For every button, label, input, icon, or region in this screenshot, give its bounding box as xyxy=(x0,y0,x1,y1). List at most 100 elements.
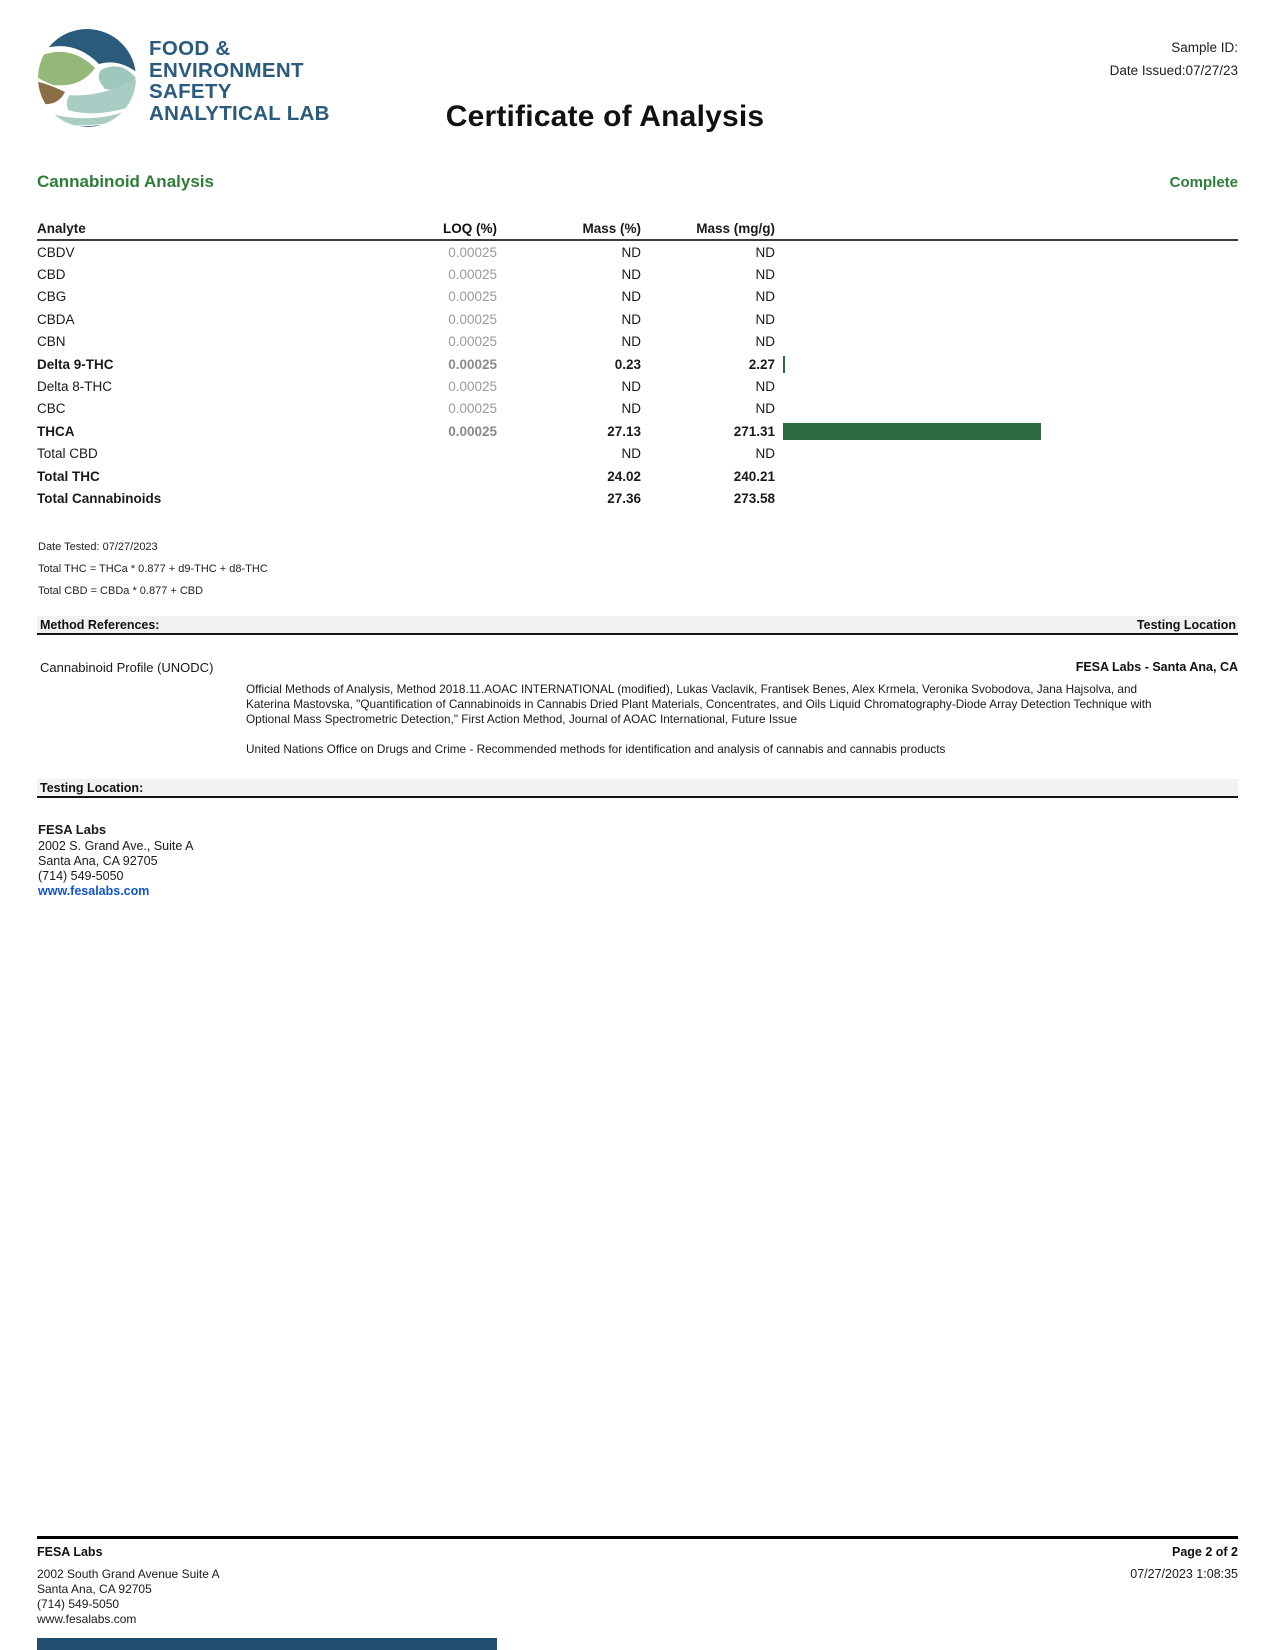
table-row: CBDV 0.00025 ND ND xyxy=(37,241,1238,263)
lab-name: FESA Labs xyxy=(38,822,107,837)
mass-pct-value: ND xyxy=(621,334,642,350)
loq-value: 0.00025 xyxy=(448,334,497,350)
mass-mg-value: 240.21 xyxy=(733,468,775,484)
analysis-table-body: CBDV 0.00025 ND ND CBD 0.00025 ND ND CBG… xyxy=(37,241,1238,510)
analyte-name: CBD xyxy=(37,267,66,283)
lab-website-link[interactable]: www.fesalabs.com xyxy=(38,884,150,898)
mass-mg-value: ND xyxy=(755,446,776,462)
loq-value: 0.00025 xyxy=(448,311,497,327)
method-paragraphs: Official Methods of Analysis, Method 201… xyxy=(246,682,1158,757)
sample-info: Sample ID: Date Issued:07/27/23 xyxy=(1110,36,1238,82)
table-row: CBG 0.00025 ND ND xyxy=(37,286,1238,308)
bottom-accent-bar xyxy=(37,1638,497,1650)
col-loq: LOQ (%) xyxy=(443,221,497,236)
analysis-table: Analyte LOQ (%) Mass (%) Mass (mg/g) CBD… xyxy=(37,218,1238,510)
cannabinoid-profile-label: Cannabinoid Profile (UNODC) xyxy=(40,660,214,675)
loq-value: 0.00025 xyxy=(448,244,497,260)
mass-pct-value: 24.02 xyxy=(607,468,641,484)
table-row: Total CBD ND ND xyxy=(37,443,1238,465)
analyte-name: CBDV xyxy=(37,244,75,260)
footer-phone: (714) 549-5050 xyxy=(37,1597,120,1611)
analyte-name: Delta 8-THC xyxy=(37,379,113,395)
note-date-tested: Date Tested: 07/27/2023 xyxy=(38,541,158,553)
analyte-name: CBC xyxy=(37,401,66,417)
table-row: CBDA 0.00025 ND ND xyxy=(37,308,1238,330)
note-total-thc-formula: Total THC = THCa * 0.877 + d9-THC + d8-T… xyxy=(38,563,268,575)
mass-pct-value: ND xyxy=(621,289,642,305)
note-total-cbd-formula: Total CBD = CBDa * 0.877 + CBD xyxy=(38,585,204,597)
status-badge: Complete xyxy=(1169,174,1238,191)
cannabinoid-analysis-header: Cannabinoid Analysis Complete xyxy=(37,172,1238,192)
mass-mg-value: ND xyxy=(755,289,776,305)
loq-value: 0.00025 xyxy=(448,267,497,283)
analyte-name: Delta 9-THC xyxy=(37,356,114,372)
loq-value: 0.00025 xyxy=(448,423,497,439)
testing-location-value: FESA Labs - Santa Ana, CA xyxy=(1075,660,1238,674)
footer-address-line1: 2002 South Grand Avenue Suite A xyxy=(37,1567,220,1581)
mass-mg-value: ND xyxy=(755,401,776,417)
footer-datetime: 07/27/2023 1:08:35 xyxy=(1130,1567,1238,1581)
testing-location-column-label: Testing Location xyxy=(1136,617,1236,632)
mass-pct-value: ND xyxy=(621,311,642,327)
mass-pct-value: 27.13 xyxy=(607,423,641,439)
method-references-label: Method References: xyxy=(40,617,160,632)
date-issued-line: Date Issued:07/27/23 xyxy=(1109,63,1238,78)
table-row: THCA 0.00025 27.13 271.31 xyxy=(37,420,1238,442)
analyte-name: CBN xyxy=(37,334,66,350)
mass-pct-value: ND xyxy=(621,379,642,395)
lab-address-line2: Santa Ana, CA 92705 xyxy=(38,854,158,868)
table-row: Delta 9-THC 0.00025 0.23 2.27 xyxy=(37,353,1238,375)
footer-address: 2002 South Grand Avenue Suite A Santa An… xyxy=(37,1567,220,1627)
method-paragraph-unodc: United Nations Office on Drugs and Crime… xyxy=(246,741,946,756)
analyte-name: Total THC xyxy=(37,468,100,484)
mass-pct-value: ND xyxy=(621,446,642,462)
page-footer: FESA Labs Page 2 of 2 2002 South Grand A… xyxy=(37,1536,1238,1627)
mass-pct-value: ND xyxy=(621,267,642,283)
table-row: Delta 8-THC 0.00025 ND ND xyxy=(37,375,1238,397)
mass-mg-value: ND xyxy=(755,311,776,327)
logo-line-3: SAFETY xyxy=(149,80,232,103)
mass-mg-value: 2.27 xyxy=(748,356,775,372)
testing-location-title: Testing Location: xyxy=(40,780,144,795)
testing-location-bar: Testing Location: xyxy=(37,779,1238,798)
col-mass-pct: Mass (%) xyxy=(582,221,641,236)
analyte-name: THCA xyxy=(37,423,75,439)
method-references-bar: Method References: Testing Location xyxy=(37,616,1238,635)
footer-page-number: Page 2 of 2 xyxy=(1172,1545,1238,1559)
table-header-row: Analyte LOQ (%) Mass (%) Mass (mg/g) xyxy=(37,218,1238,241)
mass-mg-value: 273.58 xyxy=(733,490,775,506)
mass-bar xyxy=(783,422,1041,440)
mass-bar xyxy=(783,355,786,373)
section-title: Cannabinoid Analysis xyxy=(37,172,214,191)
mass-pct-value: 0.23 xyxy=(614,356,641,372)
mass-mg-value: ND xyxy=(755,379,776,395)
mass-pct-value: ND xyxy=(621,244,642,260)
loq-value: 0.00025 xyxy=(448,356,497,372)
table-row: CBC 0.00025 ND ND xyxy=(37,398,1238,420)
lab-logo: FOOD & ENVIRONMENT SAFETY ANALYTICAL LAB xyxy=(37,28,330,128)
testing-location-block: FESA Labs 2002 S. Grand Ave., Suite A Sa… xyxy=(38,822,193,899)
page-title: Certificate of Analysis xyxy=(445,100,765,133)
lab-address-line1: 2002 S. Grand Ave., Suite A xyxy=(38,839,194,853)
analyte-name: Total CBD xyxy=(37,446,98,462)
method-paragraph-aoac: Official Methods of Analysis, Method 201… xyxy=(246,682,1152,727)
mass-mg-value: ND xyxy=(755,334,776,350)
col-mass-mg: Mass (mg/g) xyxy=(696,221,775,236)
table-row: CBD 0.00025 ND ND xyxy=(37,263,1238,285)
loq-value: 0.00025 xyxy=(448,401,497,417)
analyte-name: CBDA xyxy=(37,311,75,327)
loq-value: 0.00025 xyxy=(448,289,497,305)
sample-id-line: Sample ID: xyxy=(1171,40,1238,55)
analysis-notes: Date Tested: 07/27/2023 Total THC = THCa… xyxy=(38,536,268,602)
mass-mg-value: ND xyxy=(755,267,776,283)
mass-pct-value: 27.36 xyxy=(607,490,641,506)
footer-website: www.fesalabs.com xyxy=(37,1612,137,1626)
table-row: Total Cannabinoids 27.36 273.58 xyxy=(37,487,1238,509)
col-analyte: Analyte xyxy=(37,221,86,236)
analyte-name: Total Cannabinoids xyxy=(37,490,162,506)
lab-logo-icon xyxy=(38,29,136,127)
lab-logo-text: FOOD & ENVIRONMENT SAFETY ANALYTICAL LAB xyxy=(149,38,330,124)
logo-line-4: ANALYTICAL LAB xyxy=(149,101,330,125)
table-row: Total THC 24.02 240.21 xyxy=(37,465,1238,487)
